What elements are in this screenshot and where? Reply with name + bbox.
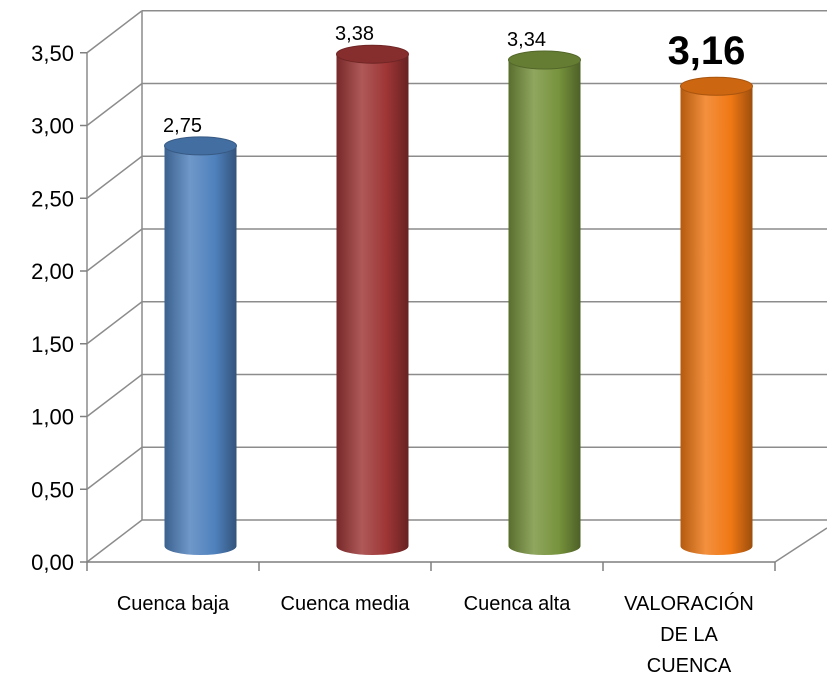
bar-top <box>508 50 581 70</box>
bar-top <box>680 76 753 96</box>
floor-right-edge <box>774 527 827 563</box>
y-tick-label: 1,00 <box>31 405 74 430</box>
gridline-diagonal <box>86 519 143 563</box>
y-tick-label: 2,50 <box>31 186 74 211</box>
y-tick-label: 2,00 <box>31 259 74 284</box>
y-tick-label: 0,50 <box>31 477 74 502</box>
bar-top <box>164 136 237 156</box>
gridline-diagonal <box>86 301 143 345</box>
bar-body <box>336 54 409 556</box>
gridline-diagonal <box>86 446 143 490</box>
bar-body <box>680 86 753 555</box>
y-tick-label: 3,00 <box>31 114 74 139</box>
bar-body <box>508 60 581 555</box>
bar-body <box>164 145 237 555</box>
gridline-diagonal <box>86 10 143 54</box>
value-label: 2,75 <box>163 115 202 137</box>
x-tick-label: Cuenca alta <box>464 593 572 615</box>
y-tick-label: 1,50 <box>31 332 74 357</box>
gridline-diagonal <box>86 228 143 272</box>
value-label: 3,34 <box>507 29 546 51</box>
bar-top <box>336 44 409 64</box>
x-tick-label: VALORACIÓN DE LA CUENCA <box>624 592 754 677</box>
value-label: 3,38 <box>335 23 374 45</box>
gridline-diagonal <box>86 82 143 127</box>
gridline-diagonal <box>86 373 143 418</box>
gridline-diagonal <box>86 155 143 199</box>
value-labels: 2,75 3,38 3,34 3,16 <box>163 23 745 137</box>
chart-walls <box>86 10 143 562</box>
bar-1 <box>164 136 237 555</box>
x-tick-label: Cuenca baja <box>117 593 230 615</box>
bar-4 <box>680 76 753 555</box>
bar-3 <box>508 50 581 555</box>
value-label: 3,16 <box>668 29 746 73</box>
y-tick-label: 3,50 <box>31 41 74 66</box>
y-axis-tick-labels: 0,00 0,50 1,00 1,50 2,00 2,50 3,00 3,50 <box>31 41 87 575</box>
bar-2 <box>336 44 409 556</box>
bars <box>164 44 753 556</box>
y-tick-label: 0,00 <box>31 550 74 575</box>
x-tick-label: Cuenca media <box>281 593 411 615</box>
x-axis: Cuenca baja Cuenca media Cuenca alta VALORA… <box>86 527 827 677</box>
